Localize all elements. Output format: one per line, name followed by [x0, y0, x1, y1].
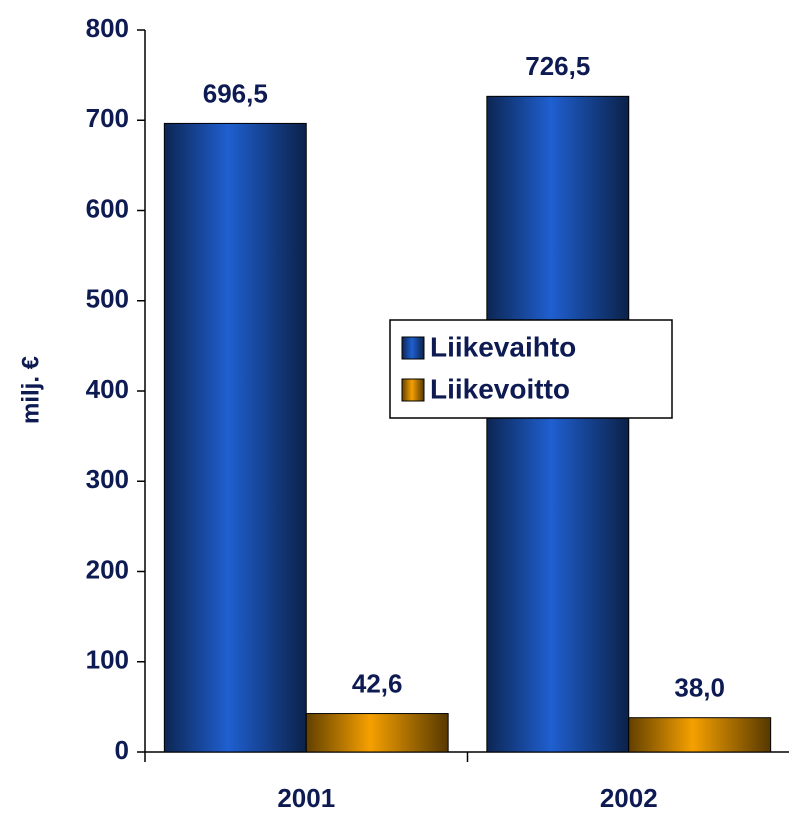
legend-swatch-shade [402, 337, 424, 359]
bar-shade [164, 123, 307, 752]
bar-shade [306, 713, 449, 752]
legend-label: Liikevoitto [430, 373, 570, 404]
y-tick-label: 800 [86, 13, 129, 43]
legend-label: Liikevaihto [430, 331, 576, 362]
data-label: 726,5 [525, 51, 590, 81]
y-tick-label: 300 [86, 464, 129, 494]
x-tick-label: 2001 [277, 783, 335, 813]
data-label: 38,0 [674, 673, 725, 703]
data-label: 42,6 [352, 668, 403, 698]
bar-shade [486, 96, 629, 753]
legend-box [389, 319, 673, 419]
y-tick-label: 100 [86, 645, 129, 675]
bar-shade [628, 717, 771, 752]
y-tick-label: 0 [115, 735, 129, 765]
y-tick-label: 600 [86, 193, 129, 223]
y-tick-label: 500 [86, 284, 129, 314]
x-tick-label: 2002 [600, 783, 658, 813]
y-axis-label: milj. € [17, 356, 44, 424]
y-tick-label: 700 [86, 103, 129, 133]
data-label: 696,5 [203, 78, 268, 108]
y-tick-label: 400 [86, 374, 129, 404]
legend-swatch-shade [402, 379, 424, 401]
y-tick-label: 200 [86, 554, 129, 584]
